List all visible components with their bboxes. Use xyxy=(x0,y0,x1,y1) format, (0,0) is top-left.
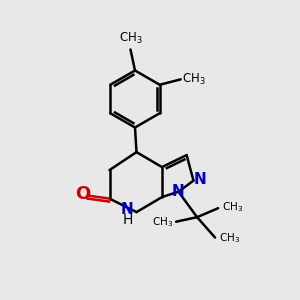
Text: CH$_3$: CH$_3$ xyxy=(119,31,142,46)
Text: N: N xyxy=(172,184,185,199)
Text: CH$_3$: CH$_3$ xyxy=(222,201,243,214)
Text: CH$_3$: CH$_3$ xyxy=(152,215,173,229)
Text: N: N xyxy=(194,172,206,187)
Text: CH$_3$: CH$_3$ xyxy=(182,72,206,87)
Text: H: H xyxy=(122,213,133,226)
Text: O: O xyxy=(75,185,90,203)
Text: N: N xyxy=(121,202,134,217)
Text: CH$_3$: CH$_3$ xyxy=(219,231,240,244)
